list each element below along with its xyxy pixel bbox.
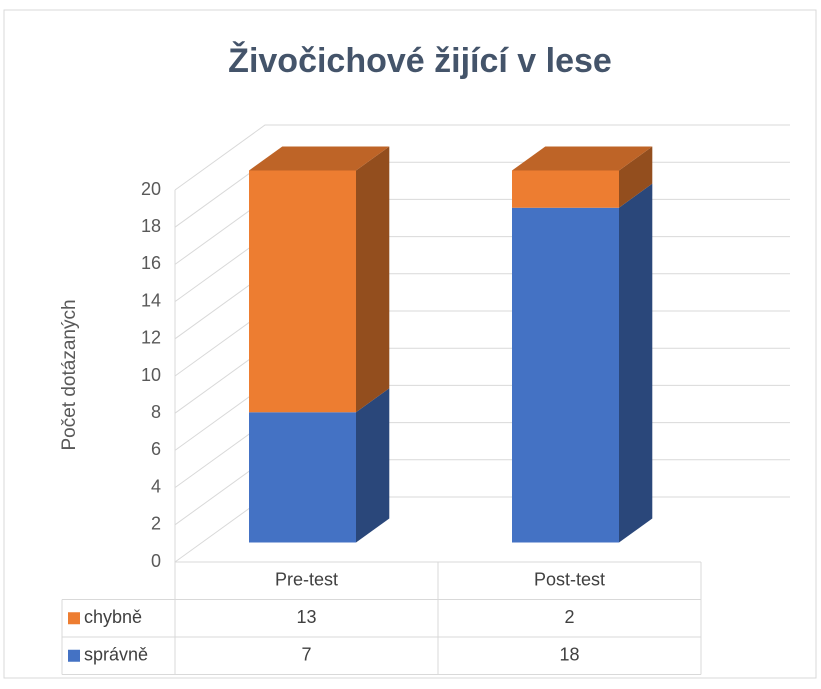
y-tick-label: 16	[141, 253, 161, 273]
grid-line	[174, 124, 790, 191]
bar-side	[619, 146, 653, 208]
bar-front	[512, 207, 619, 543]
bar-front	[249, 412, 356, 543]
y-tick-label: 20	[141, 179, 161, 199]
bar	[512, 146, 653, 208]
bar	[249, 388, 390, 543]
x-tick-label: Pre-test	[275, 570, 338, 590]
y-tick-label: 0	[151, 551, 161, 571]
y-tick-label: 10	[141, 365, 161, 385]
legend-swatch	[68, 612, 80, 625]
bar-front	[512, 170, 619, 208]
y-axis-label: Počet dotázaných	[59, 299, 80, 450]
bar	[249, 146, 390, 413]
bar-top	[512, 146, 653, 171]
legend-label: správně	[84, 645, 148, 665]
table-value: 13	[296, 607, 316, 627]
bar-top	[249, 146, 390, 171]
bar-side	[356, 146, 390, 413]
table-value: 18	[559, 645, 579, 665]
legend-label: chybně	[84, 607, 142, 627]
bar	[512, 183, 653, 543]
y-tick-label: 6	[151, 439, 161, 459]
table-value: 2	[564, 607, 574, 627]
chart-border	[3, 9, 817, 679]
table-value: 7	[301, 645, 311, 665]
legend-swatch	[68, 649, 80, 662]
bar-side	[356, 388, 390, 543]
y-tick-label: 18	[141, 216, 161, 236]
bar-side	[619, 183, 653, 543]
bar-front	[249, 170, 356, 413]
y-tick-label: 14	[141, 290, 161, 310]
y-tick-label: 12	[141, 328, 161, 348]
y-tick-label: 2	[151, 514, 161, 534]
y-tick-label: 4	[151, 476, 161, 496]
chart-title: Živočichové žijící v lese	[228, 42, 612, 80]
x-tick-label: Post-test	[534, 570, 605, 590]
y-tick-label: 8	[151, 402, 161, 422]
